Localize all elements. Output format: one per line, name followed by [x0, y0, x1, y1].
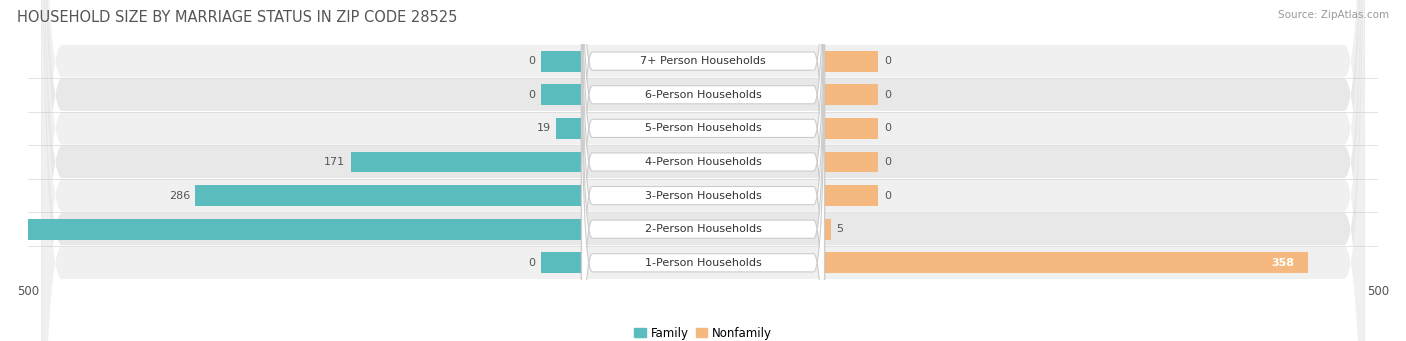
Bar	[195, 185, 582, 206]
FancyBboxPatch shape	[42, 0, 1364, 341]
Legend: Family, Nonfamily: Family, Nonfamily	[630, 322, 776, 341]
Bar	[541, 51, 582, 72]
Bar	[555, 118, 582, 139]
FancyBboxPatch shape	[42, 0, 1364, 341]
Bar	[824, 118, 879, 139]
Bar	[350, 151, 582, 173]
Text: 5: 5	[837, 224, 844, 234]
FancyBboxPatch shape	[582, 0, 824, 341]
FancyBboxPatch shape	[582, 3, 824, 341]
Bar	[824, 151, 879, 173]
FancyBboxPatch shape	[582, 0, 824, 321]
Text: 5-Person Households: 5-Person Households	[644, 123, 762, 133]
Bar	[0, 219, 582, 240]
Text: 286: 286	[169, 191, 190, 201]
Text: 2-Person Households: 2-Person Households	[644, 224, 762, 234]
FancyBboxPatch shape	[582, 0, 824, 341]
Text: 0: 0	[884, 191, 891, 201]
FancyBboxPatch shape	[42, 0, 1364, 341]
Bar	[824, 84, 879, 105]
FancyBboxPatch shape	[42, 0, 1364, 341]
Bar	[824, 219, 831, 240]
Text: 358: 358	[1271, 258, 1294, 268]
Text: 0: 0	[884, 157, 891, 167]
Text: 0: 0	[884, 90, 891, 100]
Bar	[824, 185, 879, 206]
Text: 0: 0	[884, 123, 891, 133]
Text: 7+ Person Households: 7+ Person Households	[640, 56, 766, 66]
Text: 0: 0	[884, 56, 891, 66]
FancyBboxPatch shape	[582, 0, 824, 341]
FancyBboxPatch shape	[42, 0, 1364, 341]
Text: 0: 0	[529, 90, 536, 100]
Bar	[541, 252, 582, 273]
Bar	[824, 252, 1308, 273]
Text: Source: ZipAtlas.com: Source: ZipAtlas.com	[1278, 10, 1389, 20]
Text: 6-Person Households: 6-Person Households	[644, 90, 762, 100]
Text: 0: 0	[529, 258, 536, 268]
Text: HOUSEHOLD SIZE BY MARRIAGE STATUS IN ZIP CODE 28525: HOUSEHOLD SIZE BY MARRIAGE STATUS IN ZIP…	[17, 10, 457, 25]
Text: 19: 19	[536, 123, 551, 133]
Bar	[541, 84, 582, 105]
Text: 1-Person Households: 1-Person Households	[644, 258, 762, 268]
FancyBboxPatch shape	[42, 0, 1364, 341]
Text: 3-Person Households: 3-Person Households	[644, 191, 762, 201]
FancyBboxPatch shape	[42, 0, 1364, 341]
FancyBboxPatch shape	[582, 0, 824, 341]
FancyBboxPatch shape	[582, 0, 824, 341]
Bar	[824, 51, 879, 72]
Text: 0: 0	[529, 56, 536, 66]
Text: 4-Person Households: 4-Person Households	[644, 157, 762, 167]
Text: 171: 171	[325, 157, 346, 167]
